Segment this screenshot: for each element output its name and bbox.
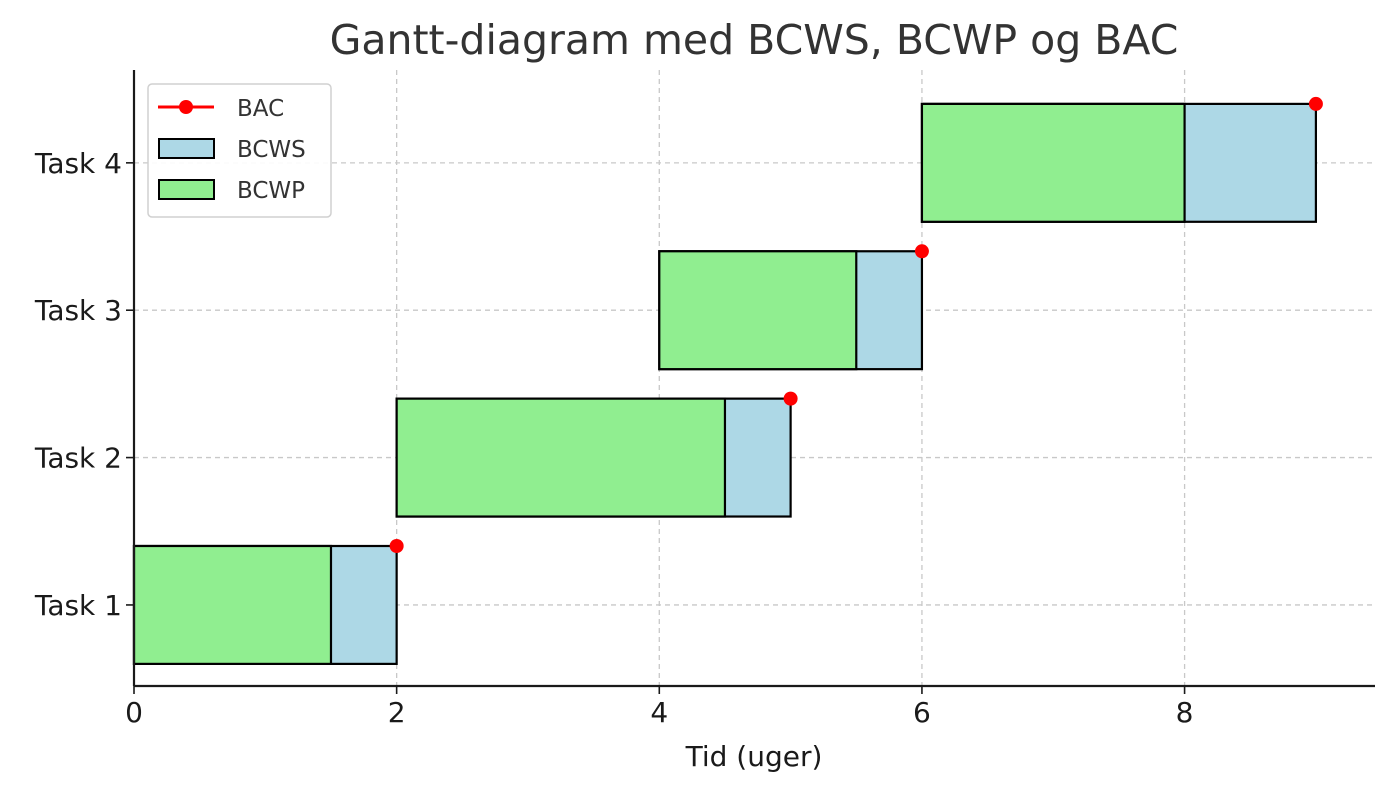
y-tick-label: Task 4 <box>34 147 122 180</box>
bac-marker-task-3 <box>914 244 929 259</box>
x-tick-label: 4 <box>650 696 668 729</box>
legend-swatch-bac-marker <box>179 100 193 114</box>
bar-bcwp-task-1 <box>132 544 333 665</box>
bars <box>132 102 1318 665</box>
legend-label-bac: BAC <box>237 96 284 122</box>
bac-marker-task-4 <box>1308 96 1323 111</box>
bac-markers <box>389 96 1323 553</box>
bar-bcwp-task-3 <box>658 250 858 371</box>
x-tick-label: 0 <box>125 696 143 729</box>
bar-bcwp-task-2 <box>395 397 727 518</box>
axes: 0 2 4 6 8 Task 1 Task 2 Task 3 Task 4 <box>34 70 1375 729</box>
x-tick-label: 8 <box>1176 696 1194 729</box>
bac-marker-task-1 <box>389 539 404 553</box>
x-tick-label: 2 <box>388 696 406 729</box>
y-tick-label: Task 1 <box>34 589 122 622</box>
chart-title: Gantt-diagram med BCWS, BCWP og BAC <box>330 16 1179 64</box>
legend: BAC BCWS BCWP <box>147 83 332 218</box>
bar-bcwp-task-4 <box>920 102 1186 223</box>
x-tick-label: 6 <box>913 696 931 729</box>
x-axis-label: Tid (uger) <box>685 740 823 773</box>
bac-marker-task-2 <box>783 391 798 406</box>
y-tick-label: Task 3 <box>34 294 122 327</box>
legend-label-bcws: BCWS <box>237 137 306 163</box>
legend-swatch-bcws <box>158 138 215 159</box>
legend-swatch-bcwp <box>158 179 215 200</box>
legend-label-bcwp: BCWP <box>237 178 305 204</box>
y-tick-label: Task 2 <box>34 442 122 475</box>
